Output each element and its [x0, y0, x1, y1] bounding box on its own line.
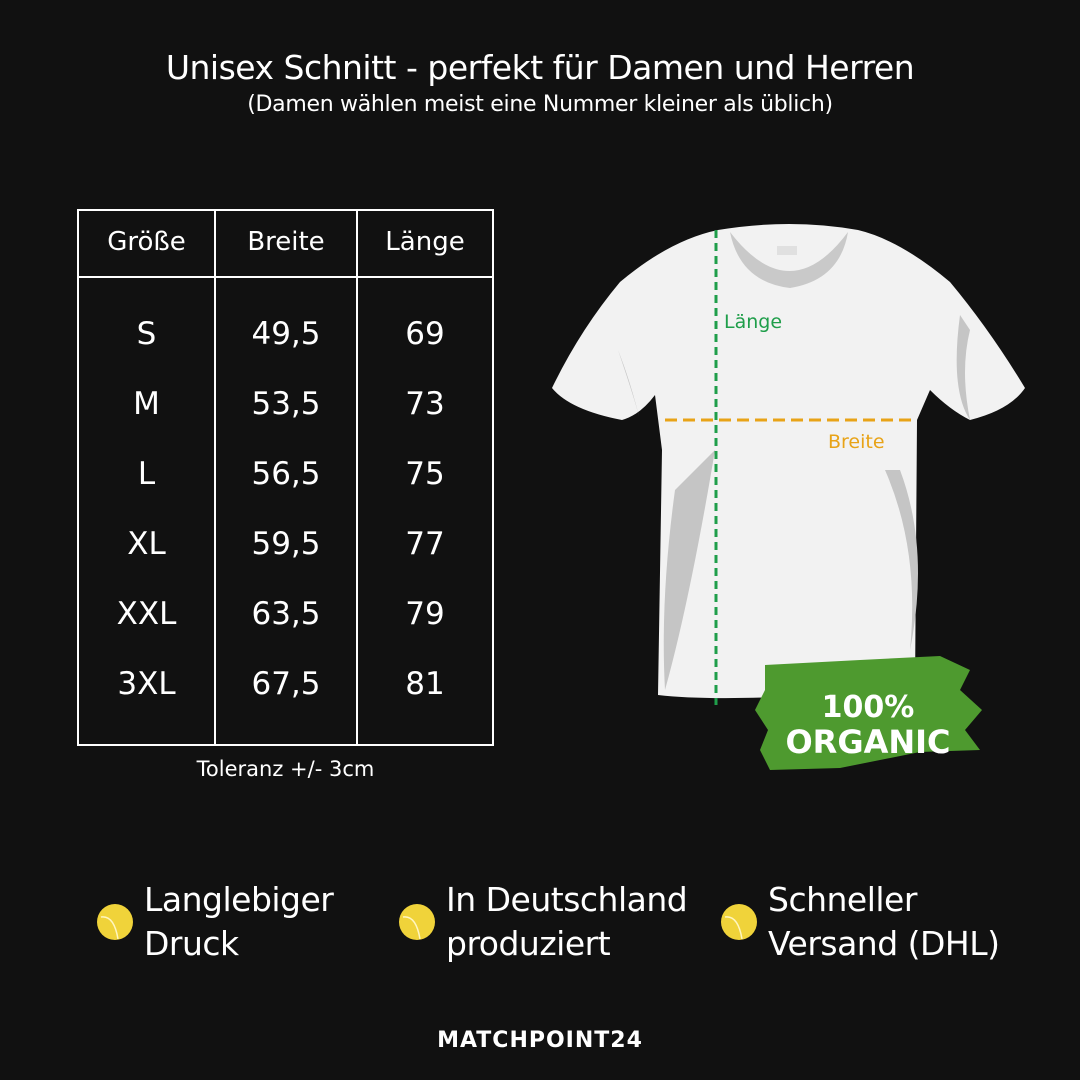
length-label: Länge — [724, 311, 782, 333]
length-cell: 75 — [405, 456, 445, 492]
tennis-ball-icon — [399, 904, 435, 940]
size-table: Größe Breite Länge S 49,5 69 M 53,5 73 L 56,5 75… — [77, 209, 494, 746]
feature-line: In Deutschland — [446, 880, 688, 919]
column-header-length: Länge — [385, 227, 465, 257]
width-cell: 53,5 — [251, 386, 321, 422]
badge-organic: ORGANIC — [785, 723, 950, 761]
size-cell: 3XL — [117, 666, 176, 702]
feature-line: Druck — [144, 924, 239, 963]
tshirt-fold — [618, 315, 970, 690]
brand-logo: MATCHPOINT24 — [437, 1028, 643, 1053]
tshirt-shape — [552, 224, 1025, 699]
tolerance-note: Toleranz +/- 3cm — [196, 757, 375, 781]
feature-line: Schneller — [768, 880, 917, 919]
width-label: Breite — [828, 431, 885, 453]
length-cell: 69 — [405, 316, 445, 352]
feature-line: Langlebiger — [144, 880, 334, 919]
tshirt-label — [777, 246, 797, 255]
width-cell: 49,5 — [251, 316, 321, 352]
size-cell: XXL — [116, 596, 177, 632]
page-title: Unisex Schnitt - perfekt für Damen und H… — [165, 48, 915, 87]
width-cell: 63,5 — [251, 596, 321, 632]
badge-percent: 100% — [822, 690, 915, 725]
feature-line: Versand (DHL) — [768, 924, 1000, 963]
feature-fast-shipping: Schneller Versand (DHL) — [720, 878, 1000, 966]
width-cell: 67,5 — [251, 666, 321, 702]
tennis-ball-icon — [721, 904, 757, 940]
organic-badge — [755, 656, 982, 770]
table-header — [79, 211, 492, 278]
size-cell: S — [136, 316, 157, 352]
length-cell: 73 — [405, 386, 445, 422]
width-cell: 59,5 — [251, 526, 321, 562]
length-cell: 79 — [405, 596, 445, 632]
column-header-size: Größe — [107, 227, 186, 257]
size-cell: M — [133, 386, 160, 422]
size-cell: L — [137, 456, 156, 492]
length-cell: 81 — [405, 666, 445, 702]
page-subtitle: (Damen wählen meist eine Nummer kleiner … — [247, 92, 833, 117]
feature-made-in-germany: In Deutschland produziert — [398, 878, 688, 966]
column-header-width: Breite — [247, 227, 325, 257]
feature-durable-print: Langlebiger Druck — [96, 878, 334, 966]
feature-line: produziert — [446, 924, 611, 963]
tshirt-diagram: Länge Breite 100% ORGANIC — [552, 224, 1025, 770]
size-cell: XL — [127, 526, 166, 562]
length-cell: 77 — [405, 526, 445, 562]
column-divider — [356, 211, 358, 744]
width-cell: 56,5 — [251, 456, 321, 492]
tennis-ball-icon — [97, 904, 133, 940]
tshirt-collar — [730, 232, 848, 288]
column-divider — [214, 211, 216, 744]
